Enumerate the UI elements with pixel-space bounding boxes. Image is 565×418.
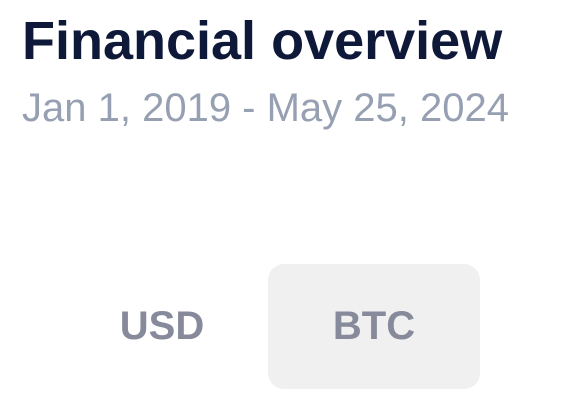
date-range-label: Jan 1, 2019 - May 25, 2024 bbox=[22, 86, 509, 130]
page-title: Financial overview bbox=[22, 11, 503, 71]
currency-option-btc[interactable]: BTC bbox=[268, 264, 480, 389]
page-header: Financial overview Jan 1, 2019 - May 25,… bbox=[22, 8, 562, 132]
currency-option-usd[interactable]: USD bbox=[56, 264, 268, 389]
currency-toggle: USD BTC bbox=[56, 264, 480, 389]
